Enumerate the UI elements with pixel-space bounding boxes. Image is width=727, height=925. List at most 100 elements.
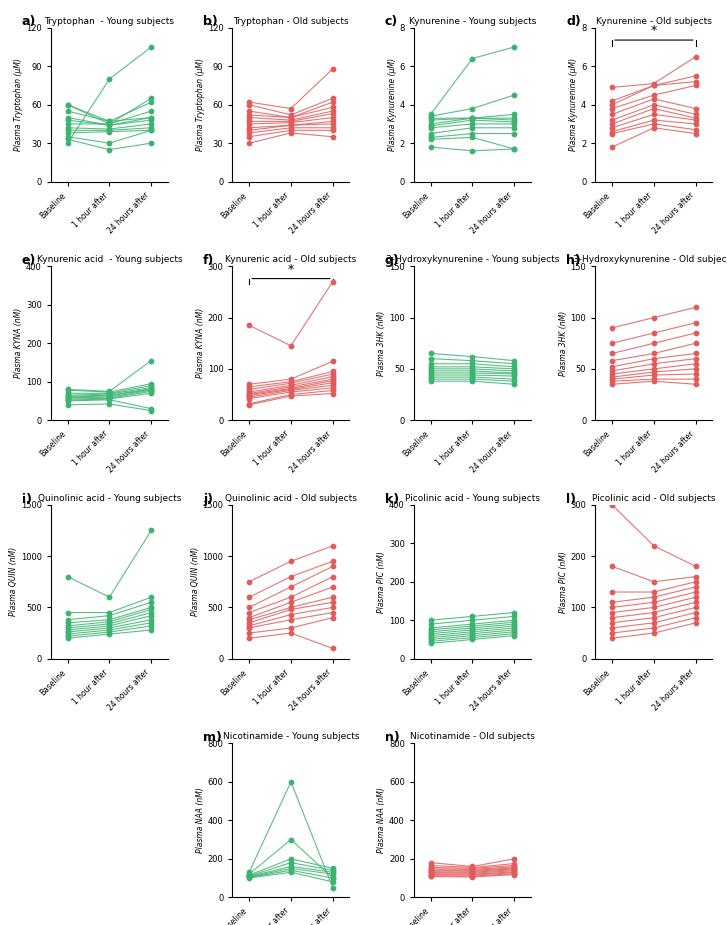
Point [425, 860, 436, 875]
Point [62, 130, 73, 144]
Point [690, 579, 702, 594]
Point [285, 612, 297, 627]
Point [606, 97, 618, 112]
Point [425, 126, 436, 141]
Point [425, 140, 436, 154]
Point [467, 111, 478, 126]
Point [327, 569, 339, 584]
Text: i): i) [22, 492, 31, 505]
Point [62, 117, 73, 131]
Point [62, 393, 73, 408]
Point [145, 401, 157, 416]
Point [62, 615, 73, 630]
Point [425, 865, 436, 880]
Point [467, 51, 478, 66]
Point [425, 861, 436, 876]
Point [327, 364, 339, 379]
Point [425, 117, 436, 131]
Point [285, 569, 297, 584]
Point [690, 122, 702, 137]
Point [104, 114, 116, 129]
Point [690, 78, 702, 92]
Point [467, 869, 478, 883]
Point [425, 628, 436, 643]
Point [508, 115, 520, 130]
Point [425, 374, 436, 388]
Point [467, 609, 478, 623]
Point [145, 117, 157, 131]
Point [104, 616, 116, 631]
Point [508, 88, 520, 103]
Point [508, 107, 520, 122]
Point [285, 123, 297, 138]
Point [62, 382, 73, 397]
Point [690, 107, 702, 122]
Point [285, 385, 297, 400]
Point [425, 858, 436, 873]
Point [285, 388, 297, 402]
Point [648, 367, 659, 382]
Point [467, 364, 478, 378]
Point [285, 590, 297, 605]
Point [425, 109, 436, 124]
Point [327, 641, 339, 656]
Point [62, 123, 73, 138]
Point [508, 623, 520, 637]
Point [244, 612, 255, 627]
Point [690, 101, 702, 116]
Point [145, 602, 157, 617]
Point [648, 356, 659, 371]
Point [606, 372, 618, 387]
Point [690, 372, 702, 387]
Point [285, 376, 297, 390]
Point [648, 615, 659, 630]
Point [327, 610, 339, 625]
Y-axis label: Plasma PIC (nM): Plasma PIC (nM) [558, 550, 568, 612]
Title: Kynurenic acid - Old subjects: Kynurenic acid - Old subjects [225, 255, 356, 265]
Text: c): c) [385, 16, 398, 29]
Point [425, 346, 436, 361]
Point [467, 362, 478, 376]
Point [104, 397, 116, 412]
Point [606, 605, 618, 620]
Point [145, 619, 157, 634]
Point [244, 870, 255, 884]
Point [145, 136, 157, 151]
Point [244, 870, 255, 885]
Point [62, 631, 73, 646]
Point [244, 376, 255, 391]
Point [285, 126, 297, 141]
Text: h): h) [566, 254, 581, 267]
Point [425, 867, 436, 882]
Point [508, 113, 520, 128]
Point [606, 615, 618, 630]
Y-axis label: Plasma Kynurenine (μM): Plasma Kynurenine (μM) [387, 58, 397, 152]
Point [690, 74, 702, 89]
Point [425, 111, 436, 126]
Point [690, 595, 702, 610]
Point [508, 861, 520, 876]
Point [690, 366, 702, 381]
Point [145, 381, 157, 396]
Point [104, 385, 116, 400]
Point [648, 600, 659, 615]
Point [285, 381, 297, 396]
Point [327, 110, 339, 125]
Point [508, 617, 520, 632]
Point [327, 91, 339, 105]
Point [104, 391, 116, 406]
Point [508, 626, 520, 641]
Y-axis label: Plasma KYNA (nM): Plasma KYNA (nM) [196, 308, 205, 378]
Point [690, 615, 702, 630]
Point [104, 388, 116, 402]
Point [285, 107, 297, 122]
Point [285, 595, 297, 610]
Point [327, 353, 339, 368]
Point [104, 391, 116, 406]
Point [285, 554, 297, 569]
Point [508, 615, 520, 630]
Text: m): m) [203, 731, 222, 744]
Point [104, 117, 116, 132]
Point [285, 110, 297, 125]
Title: Picolinic acid - Young subjects: Picolinic acid - Young subjects [405, 494, 540, 502]
